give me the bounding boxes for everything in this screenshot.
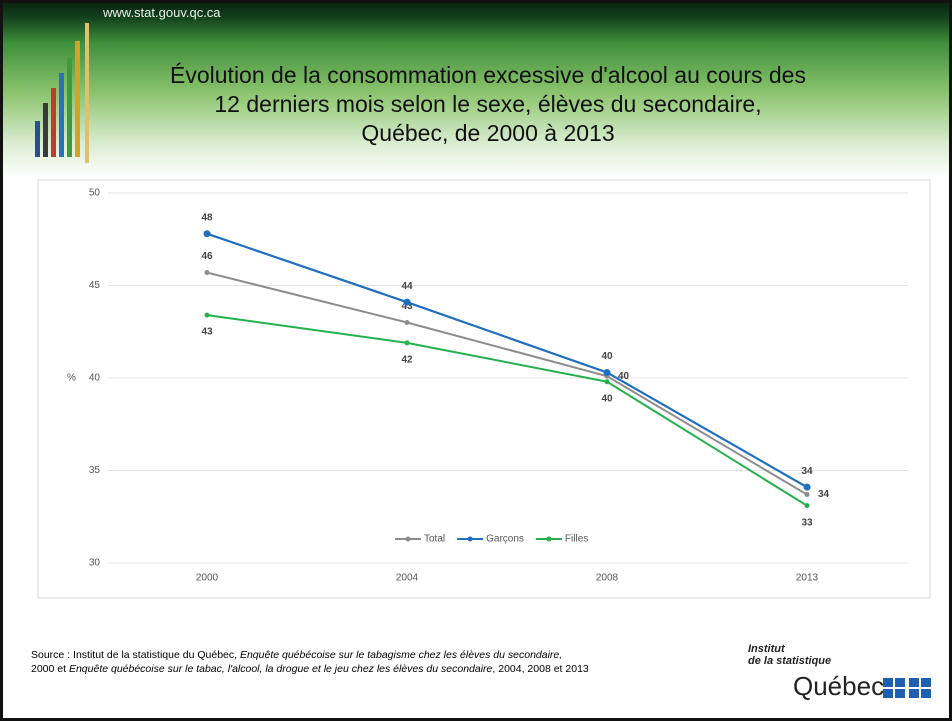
legend-label: Total	[424, 534, 445, 545]
y-tick-label: 30	[89, 558, 101, 569]
source-text: Enquête québécoise sur le tabagisme chez…	[239, 649, 563, 661]
legend-dot	[467, 536, 473, 542]
logo-name: Québec	[793, 671, 885, 701]
source-text: Source : Institut de la statistique du Q…	[31, 649, 240, 661]
x-tick-label: 2008	[596, 573, 619, 584]
series-line	[206, 232, 808, 489]
legend-dot	[546, 536, 552, 542]
y-axis-label: %	[67, 373, 76, 384]
legend-dot	[405, 536, 411, 542]
logo-line: Institut	[748, 643, 785, 655]
source-text: , 2004, 2008 et 2013	[492, 663, 589, 675]
value-label: 42	[401, 354, 413, 365]
decor	[35, 23, 931, 698]
point	[804, 492, 810, 498]
logo-text: Institut de la statistique	[748, 643, 831, 667]
series-line	[206, 314, 808, 507]
point	[203, 230, 211, 238]
point	[604, 379, 610, 385]
value-label: 34	[818, 489, 830, 500]
y-tick-label: 50	[89, 188, 101, 199]
legend-label: Filles	[565, 534, 588, 545]
point	[803, 483, 811, 491]
x-tick-label: 2004	[396, 573, 419, 584]
source-text: 2000 et	[31, 663, 69, 675]
y-tick-label: 40	[89, 373, 101, 384]
chart-frame	[37, 179, 931, 599]
y-tick-label: 35	[89, 465, 101, 476]
chart: 30 35 40 45 50% 2000 2004 2008 2013 46 43 40 34 48 44 4…	[37, 179, 931, 599]
point	[204, 270, 210, 276]
header-band	[3, 3, 949, 178]
series-line	[206, 271, 808, 496]
value-label: 33	[801, 517, 813, 528]
x-tick-label: 2013	[796, 573, 819, 584]
logo-line: de la statistique	[748, 655, 832, 667]
point	[403, 298, 411, 306]
url: www.stat.gouv.qc.ca	[103, 5, 221, 20]
title-line: Évolution de la consommation excessive d…	[170, 62, 806, 88]
point	[404, 340, 410, 346]
source-line: 2000 et Enquête québécoise sur le tabac,…	[31, 662, 589, 676]
point	[204, 312, 210, 318]
legend-label: Garçons	[486, 534, 524, 545]
x-tick-label: 2000	[196, 573, 219, 584]
title-line: 12 derniers mois selon le sexe, élèves d…	[214, 91, 762, 117]
value-label: 48	[201, 212, 213, 223]
chart-title: Évolution de la consommation excessive d…	[103, 61, 873, 148]
value-label: 44	[401, 281, 413, 292]
title-line: Québec, de 2000 à 2013	[361, 120, 615, 146]
point	[603, 368, 611, 376]
value-label: 43	[201, 327, 213, 338]
point	[404, 320, 410, 325]
value-label: 34	[801, 466, 813, 477]
value-label: 40	[601, 393, 613, 404]
source-line: Source : Institut de la statistique du Q…	[31, 648, 589, 662]
value-label: 40	[601, 351, 613, 362]
source: Source : Institut de la statistique du Q…	[31, 648, 589, 676]
source-text: Enquête québécoise sur le tabac, l'alcoo…	[68, 663, 493, 675]
value-label: 43	[401, 301, 413, 312]
value-label: 40	[618, 371, 630, 382]
y-tick-label: 45	[89, 280, 101, 291]
point	[804, 503, 810, 509]
value-label: 46	[201, 251, 213, 262]
